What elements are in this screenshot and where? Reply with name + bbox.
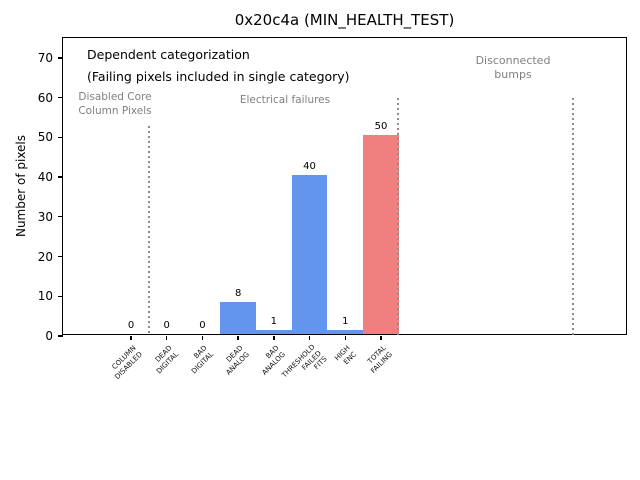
- plot-area: 0 10 20 30 40 50 60 70 0 COLUMN DISABLED 0 DEAD DIG…: [38, 37, 627, 380]
- annotation-disconnected-bumps-region-label: Disconnected bumps: [475, 54, 551, 82]
- x-tick-mark: [344, 336, 346, 340]
- bar-value-label: 0: [199, 320, 206, 331]
- bar: [220, 302, 256, 334]
- bar: [291, 175, 328, 334]
- x-tick-mark: [273, 336, 275, 340]
- y-tick-mark: [58, 216, 63, 218]
- bar-value-label: 1: [270, 316, 278, 327]
- y-tick-label: 60: [37, 90, 53, 105]
- y-tick-label: 10: [37, 289, 53, 304]
- bar-value-label: 0: [163, 320, 170, 331]
- x-tick-label-text: BAD DIGITAL: [190, 343, 216, 375]
- x-tick-label-text: THRESHOLD FAILED FITS: [279, 343, 329, 380]
- x-tick-mark: [308, 336, 311, 340]
- x-tick-label-text: HIGH ENC: [333, 343, 358, 366]
- y-tick-mark: [58, 96, 63, 99]
- x-tick-label-text: TOTAL FAILING: [366, 343, 394, 375]
- separator-dotted-line: [397, 98, 399, 336]
- x-tick-mark: [166, 336, 168, 340]
- annotation-dependent-categorization: Dependent categorization: [87, 47, 250, 62]
- y-tick-mark: [58, 57, 63, 59]
- annotation-electrical-failures-region-label: Electrical failures: [239, 94, 331, 106]
- x-tick-label-text: COLUMN DISABLED: [110, 343, 144, 381]
- y-tick-mark: [58, 335, 63, 337]
- bar: [363, 135, 399, 334]
- y-tick-mark: [58, 136, 63, 139]
- separator-dotted-line: [148, 126, 150, 336]
- x-tick-mark: [201, 336, 204, 340]
- bar: [255, 330, 292, 334]
- annotation-failing-pixels-note: (Failing pixels included in single categ…: [87, 69, 350, 84]
- x-tick-mark: [237, 336, 239, 340]
- x-tick-mark: [130, 336, 132, 340]
- y-tick-mark: [58, 176, 63, 178]
- annotation-disabled-core-region-label: Disabled Core Column Pixels: [78, 91, 152, 117]
- x-tick-label-text: DEAD ANALOG: [224, 343, 251, 376]
- y-tick-label: 70: [37, 50, 53, 65]
- separator-dotted-line: [572, 98, 574, 336]
- y-tick-mark: [58, 255, 63, 258]
- y-tick-label: 50: [37, 130, 53, 145]
- chart-title: 0x20c4a (MIN_HEALTH_TEST): [234, 11, 455, 29]
- y-tick-label: 20: [37, 249, 53, 264]
- bar-value-label: 50: [374, 121, 388, 132]
- bar: [327, 330, 364, 334]
- y-tick-label: 40: [37, 170, 53, 185]
- bar-value-label: 0: [127, 320, 135, 331]
- y-tick-mark: [58, 295, 63, 297]
- x-tick-mark: [380, 336, 382, 340]
- bar-value-label: 1: [342, 316, 349, 327]
- y-tick-label: 0: [45, 329, 53, 343]
- bar-value-label: 8: [234, 288, 242, 299]
- y-tick-label: 30: [37, 209, 53, 224]
- bar-value-label: 40: [303, 161, 316, 172]
- x-tick-label-text: DEAD DIGITAL: [153, 343, 180, 375]
